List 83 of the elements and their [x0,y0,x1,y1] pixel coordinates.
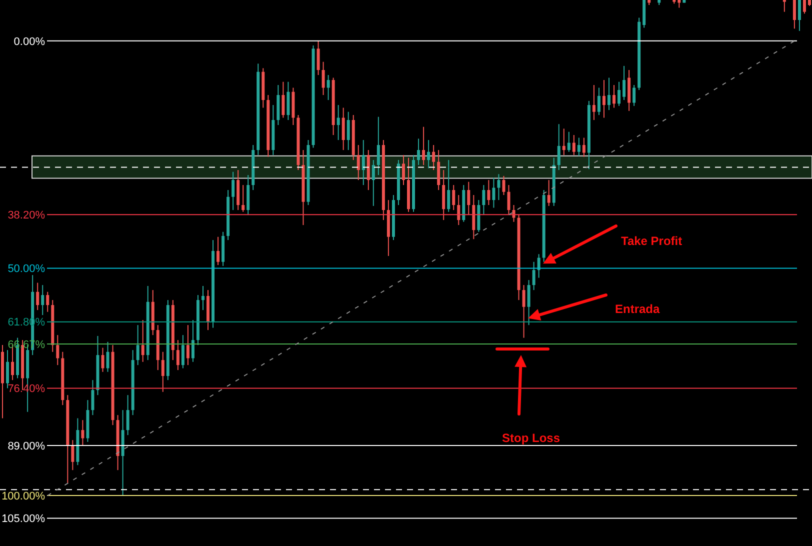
candlestick [186,324,190,366]
candlestick [782,0,786,12]
candlestick [802,0,806,14]
candlestick [286,81,290,121]
candlestick [507,184,510,216]
candlestick [457,194,460,226]
candlestick [141,320,144,362]
candlestick [632,84,636,106]
candlestick [201,285,204,311]
candlestick [126,394,130,436]
candlestick [176,340,180,371]
candlestick [622,65,626,101]
candlestick [567,131,570,152]
candlestick [432,144,436,171]
candlestick [372,160,375,206]
candlestick [487,180,490,206]
candlestick [316,40,320,76]
candlestick [161,351,164,392]
candlestick [417,138,420,166]
candlestick [422,126,426,166]
candlestick [56,334,60,366]
candlestick [612,84,616,108]
candlestick [798,0,801,32]
candlestick [46,291,50,312]
candlestick [532,261,536,291]
y-tick-label: 100.00% [2,490,46,502]
y-tick-label: 50.00% [8,263,46,276]
candlestick [101,347,104,372]
candlestick [467,181,470,216]
candlestick [492,177,496,208]
y-tick-label: 0.00% [14,36,46,48]
candlestick [607,77,610,111]
candlestick [792,0,796,30]
candlestick [136,324,140,366]
candlestick [41,284,44,316]
y-tick-label: 89.00% [8,440,46,452]
candlestick [582,137,586,158]
candlestick [91,380,94,416]
candlestick [452,184,456,211]
y-tick-label: 105.00% [2,513,46,526]
candlestick [216,236,220,266]
candlestick [191,320,194,362]
candlestick [577,137,580,156]
candlestick [437,150,440,191]
candlestick [322,61,325,96]
candlestick [336,104,340,141]
candlestick [106,341,110,372]
annotation: Entrada [615,302,660,316]
candlestick [602,80,606,118]
candlestick [362,140,365,186]
candlestick [527,280,530,326]
candlestick [242,184,245,212]
candlestick [447,160,450,212]
candlestick [376,116,380,176]
candlestick [547,180,550,206]
candlestick [402,154,405,186]
annotation: Stop Loss [502,431,560,446]
candlestick [557,124,560,171]
candlestick [512,204,516,222]
candlestick [502,175,506,196]
y-tick-label: 38.20% [8,209,46,222]
candlestick [71,440,74,471]
candlestick [497,174,500,201]
candlestick [482,184,486,216]
candlestick [282,81,285,118]
candlestick [537,254,540,278]
candlestick [6,350,10,389]
candlestick [618,81,621,106]
candlestick [232,171,235,211]
candlestick [562,128,566,156]
candlestick [572,134,576,156]
candlestick [522,284,526,338]
candlestick [36,282,40,311]
candlestick [346,111,350,151]
annotation: Take Profit [621,234,682,248]
candlestick [81,420,84,446]
candlestick [597,87,600,116]
candlestick [326,74,330,101]
candlestick [342,107,345,151]
candlestick [592,84,596,121]
candlestick [356,144,360,181]
candlestick [427,140,430,169]
candlestick [181,334,184,369]
